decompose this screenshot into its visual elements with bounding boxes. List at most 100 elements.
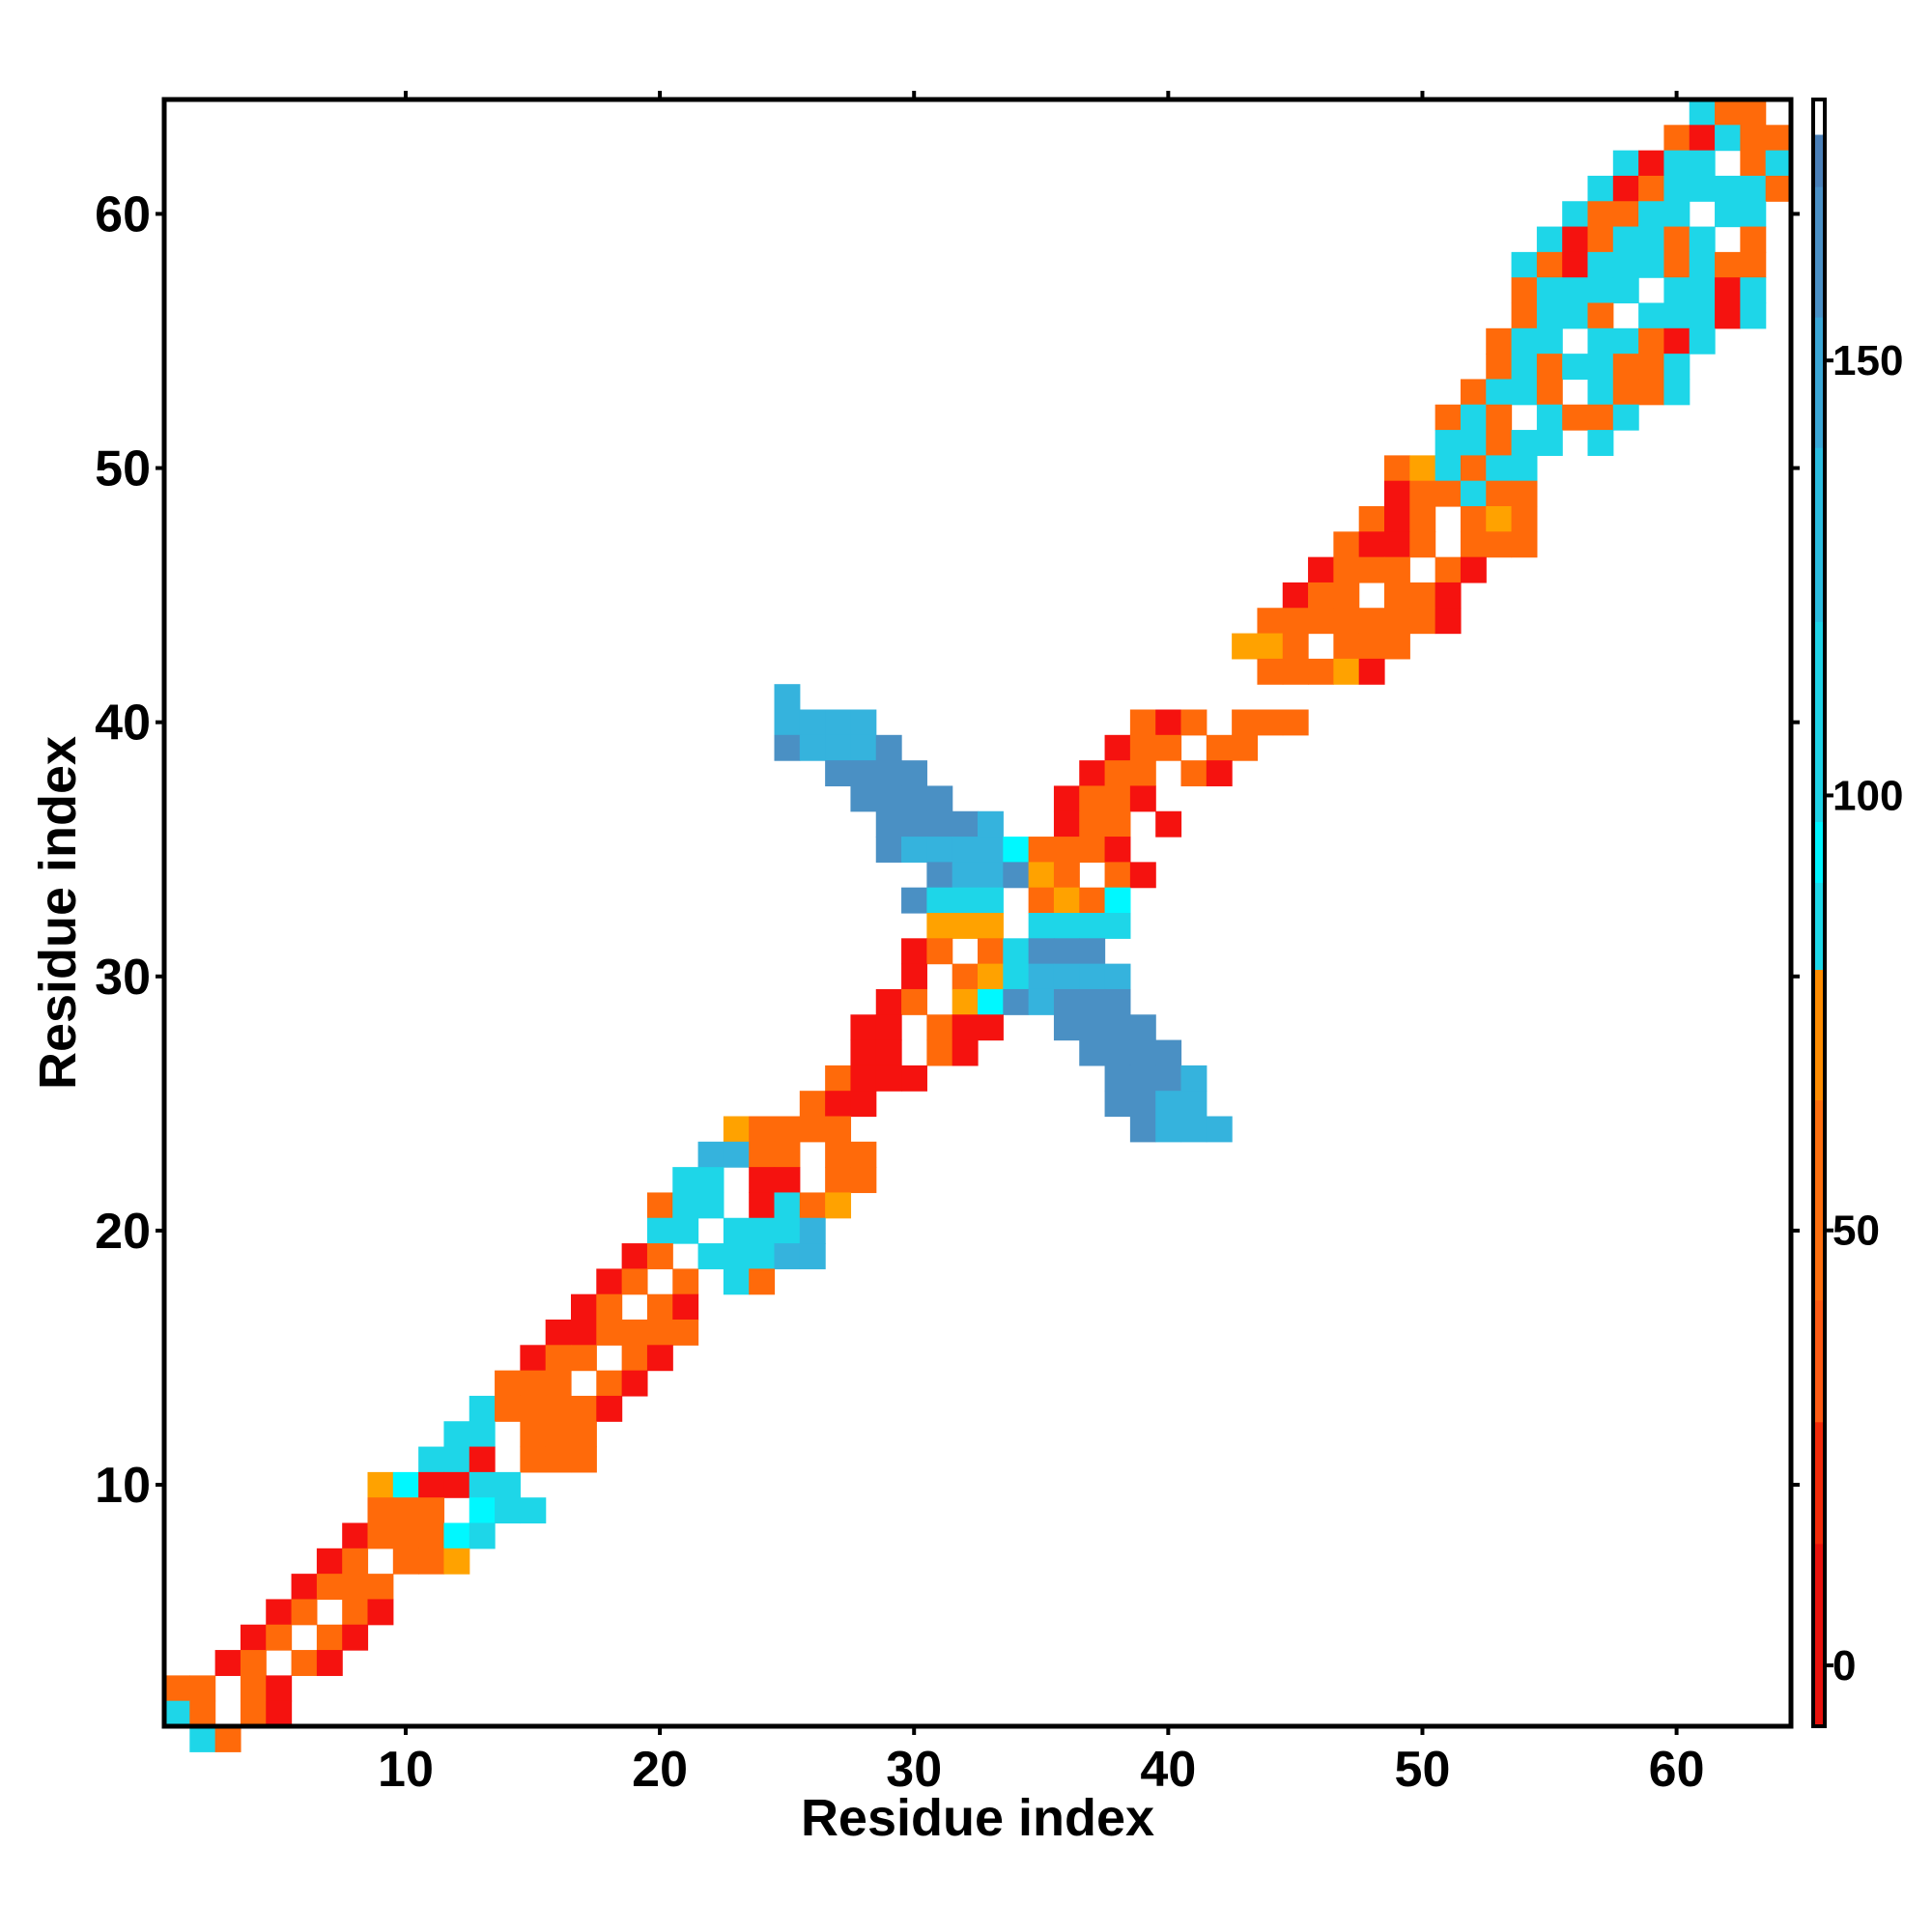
heatmap-cell bbox=[1282, 582, 1309, 609]
x-axis-ticks: 10 20 30 40 50 60 bbox=[378, 91, 1705, 1798]
heatmap-cell bbox=[774, 709, 801, 736]
heatmap-cell bbox=[342, 1548, 369, 1575]
heatmap-cell bbox=[1282, 709, 1309, 736]
heatmap-cell bbox=[1638, 251, 1665, 278]
heatmap-cell bbox=[723, 1268, 750, 1295]
heatmap-cell bbox=[1638, 175, 1665, 202]
heatmap-cell bbox=[495, 1395, 521, 1422]
heatmap-cell bbox=[1689, 175, 1716, 202]
heatmap-cell bbox=[571, 1395, 597, 1422]
heatmap-cell bbox=[774, 1192, 801, 1219]
heatmap-cell bbox=[1435, 608, 1462, 635]
heatmap-cell bbox=[1206, 1116, 1233, 1143]
heatmap-cell bbox=[825, 760, 852, 787]
heatmap-cell bbox=[240, 1650, 267, 1676]
heatmap-cell bbox=[646, 1345, 673, 1372]
heatmap-cell bbox=[1536, 379, 1563, 406]
heatmap-cell bbox=[1663, 302, 1690, 329]
heatmap-cell bbox=[1155, 709, 1182, 736]
heatmap-cell bbox=[291, 1599, 318, 1626]
heatmap-cell bbox=[1104, 1091, 1131, 1118]
heatmap-cell bbox=[1638, 327, 1665, 355]
heatmap-cell bbox=[1715, 302, 1741, 329]
heatmap-cell bbox=[1282, 633, 1309, 660]
heatmap-cell bbox=[825, 709, 852, 736]
heatmap-cell bbox=[1003, 963, 1030, 990]
heatmap-cell bbox=[571, 1421, 597, 1448]
heatmap-cell bbox=[850, 785, 877, 812]
heatmap-cell bbox=[1460, 480, 1487, 507]
heatmap-cell bbox=[1587, 277, 1614, 304]
heatmap-cell bbox=[1562, 302, 1589, 329]
heatmap-cell bbox=[520, 1421, 547, 1448]
heatmap-cell bbox=[1232, 734, 1259, 761]
heatmap-cell bbox=[1028, 988, 1055, 1015]
heatmap-cell bbox=[621, 1268, 648, 1295]
heatmap-cell bbox=[291, 1574, 318, 1601]
heatmap-cell bbox=[926, 1014, 953, 1041]
heatmap-cell bbox=[1358, 608, 1385, 635]
heatmap-cell bbox=[1638, 150, 1665, 177]
heatmap-cell bbox=[189, 1726, 216, 1752]
heatmap-cell bbox=[799, 1243, 826, 1269]
heatmap-cell bbox=[621, 1345, 648, 1372]
heatmap-cell bbox=[621, 1243, 648, 1269]
heatmap-cell bbox=[1511, 455, 1538, 482]
heatmap-cell bbox=[1409, 608, 1436, 635]
heatmap-cell bbox=[1180, 1091, 1208, 1118]
y-tick-label: 60 bbox=[95, 186, 151, 242]
heatmap-cell bbox=[1486, 354, 1513, 381]
heatmap-cell bbox=[952, 862, 979, 889]
heatmap-cell bbox=[1689, 277, 1716, 304]
heatmap-cell bbox=[1435, 455, 1462, 482]
heatmap-cell bbox=[1053, 862, 1080, 889]
heatmap-cell bbox=[1053, 810, 1080, 838]
heatmap-cell bbox=[1079, 913, 1106, 939]
heatmap-cell bbox=[621, 1370, 648, 1397]
heatmap-cell bbox=[875, 1039, 902, 1066]
heatmap-cell bbox=[1663, 327, 1690, 355]
heatmap-cell bbox=[571, 1345, 597, 1372]
heatmap-cell bbox=[316, 1624, 343, 1651]
heatmap-cell bbox=[520, 1446, 547, 1473]
heatmap-cell bbox=[1129, 785, 1156, 812]
heatmap-cell bbox=[1358, 531, 1385, 558]
heatmap-cell bbox=[1587, 302, 1614, 329]
heatmap-cell bbox=[1333, 531, 1360, 558]
heatmap-cell bbox=[926, 810, 953, 838]
heatmap-cell bbox=[774, 1141, 801, 1168]
heatmap-cell bbox=[1740, 175, 1767, 202]
heatmap-cell bbox=[1129, 862, 1156, 889]
heatmap-cell bbox=[367, 1599, 394, 1626]
colorbar-band bbox=[1813, 621, 1825, 822]
heatmap-cell bbox=[1079, 810, 1106, 838]
heatmap-cell bbox=[1486, 404, 1513, 431]
heatmap-cell bbox=[1486, 506, 1513, 532]
heatmap-cell bbox=[469, 1471, 496, 1498]
heatmap-cell bbox=[469, 1421, 496, 1448]
heatmap-cell bbox=[1155, 810, 1182, 838]
heatmap-cell bbox=[1765, 175, 1792, 202]
heatmap-cell bbox=[850, 1039, 877, 1066]
heatmap-cell bbox=[1435, 556, 1462, 583]
colorbar-band bbox=[1813, 317, 1825, 448]
heatmap-cell bbox=[1104, 963, 1131, 990]
heatmap-cell bbox=[495, 1471, 521, 1498]
heatmap-cell bbox=[723, 1116, 750, 1143]
heatmap-cell bbox=[901, 988, 927, 1015]
heatmap-cell bbox=[978, 938, 1004, 965]
heatmap-cell bbox=[1333, 582, 1360, 609]
heatmap-cell bbox=[1663, 175, 1690, 202]
heatmap-cell bbox=[1028, 913, 1055, 939]
x-tick-label: 60 bbox=[1649, 1742, 1705, 1798]
heatmap-cell bbox=[1663, 201, 1690, 228]
heatmap-cell bbox=[978, 988, 1004, 1015]
heatmap-cell bbox=[1486, 480, 1513, 507]
heatmap-cell bbox=[1536, 251, 1563, 278]
heatmap-cell bbox=[1053, 963, 1080, 990]
heatmap-cell bbox=[342, 1574, 369, 1601]
y-tick-label: 40 bbox=[95, 696, 151, 752]
heatmap-cell bbox=[571, 1446, 597, 1473]
heatmap-cell bbox=[1384, 480, 1410, 507]
heatmap-cell bbox=[1511, 430, 1538, 456]
